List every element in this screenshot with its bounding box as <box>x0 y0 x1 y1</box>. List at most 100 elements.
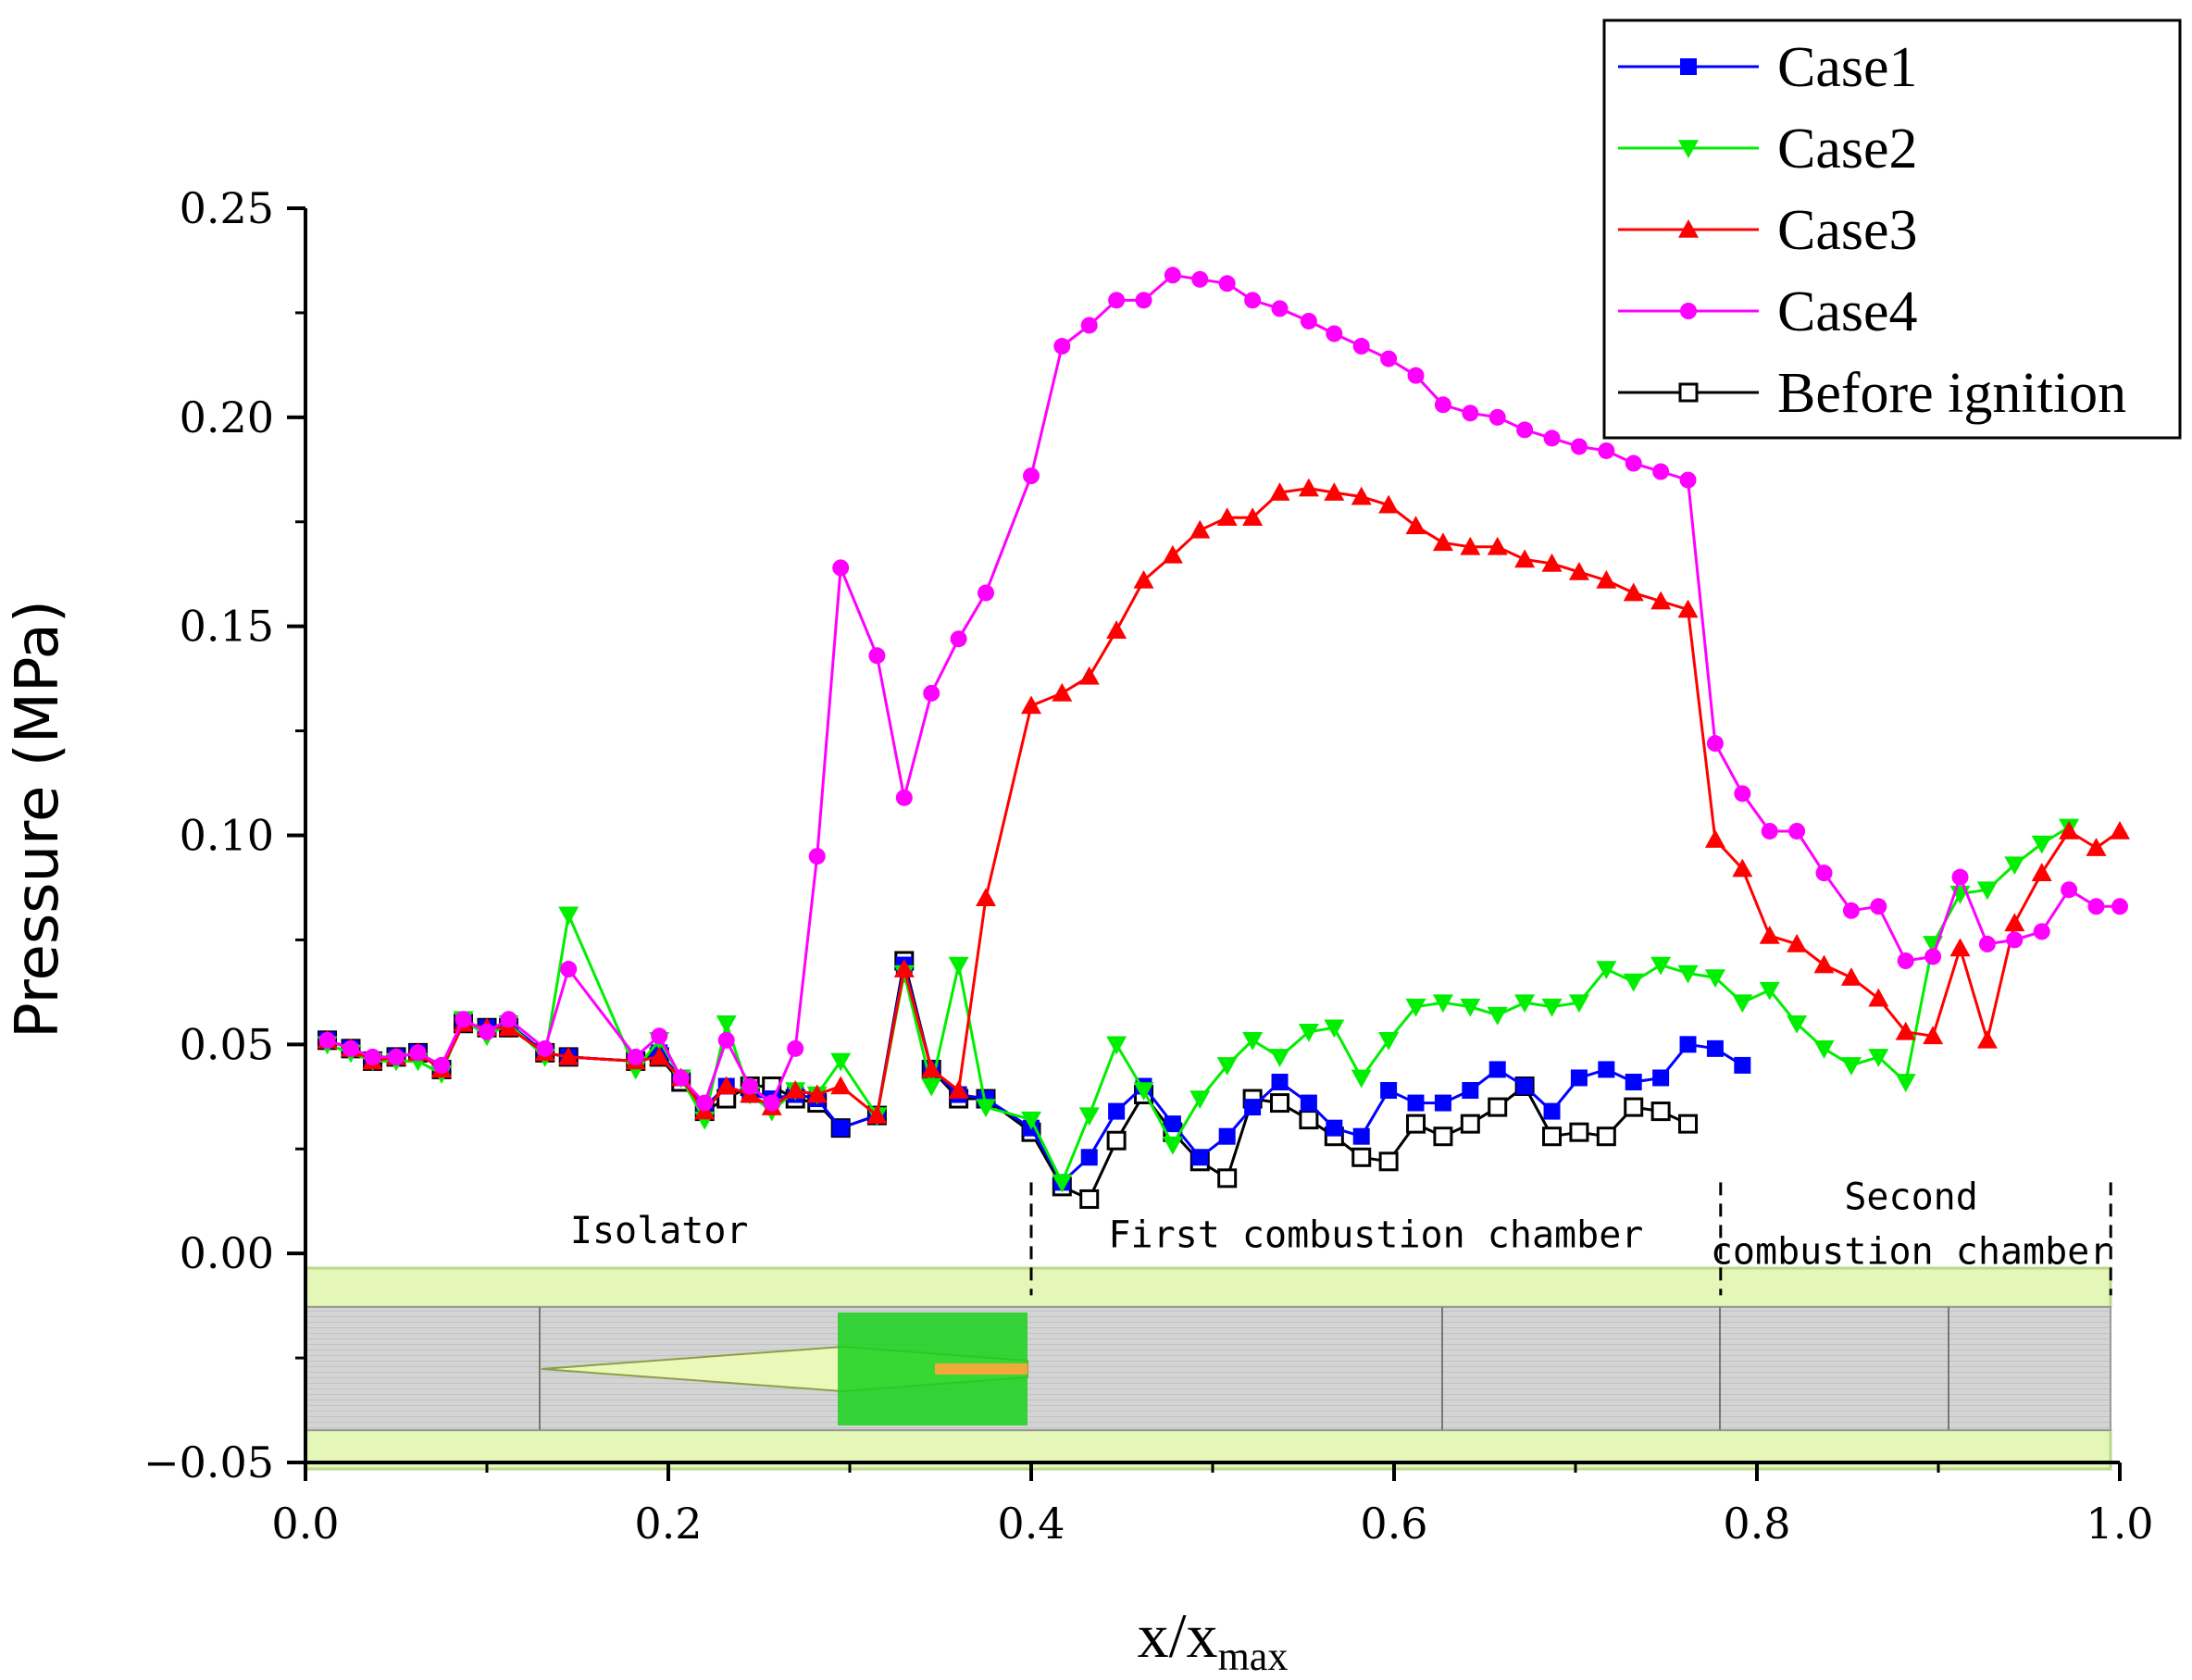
data-point-case2 <box>1704 969 1725 989</box>
data-point-case3 <box>1269 482 1290 501</box>
series-line-case3 <box>327 487 2121 1117</box>
x-axis-title: x/xmax <box>1138 1600 1289 1679</box>
x-axis-title-main: x/x <box>1138 1600 1218 1671</box>
data-point-before-ignition <box>1378 1151 1399 1172</box>
y-axis-title: Pressure (MPa) <box>4 600 72 1039</box>
legend-marker <box>1678 382 1699 403</box>
data-point-case3 <box>948 1080 969 1099</box>
data-point-case3 <box>1460 536 1481 555</box>
data-point-case1 <box>1462 1082 1479 1100</box>
data-point-case4 <box>1761 822 1778 840</box>
legend-item-case3: Case3 <box>1618 199 1918 262</box>
data-point-case4 <box>2006 931 2024 949</box>
y-ticks: −0.05 0.00 0.05 0.10 0.15 0.20 0.25 <box>143 183 305 1487</box>
series-line-case2 <box>326 826 2070 1184</box>
x-ticks: 0.0 0.2 0.4 0.6 0.8 1.0 <box>271 1462 2154 1549</box>
data-point-case3 <box>1162 544 1183 564</box>
data-point-before-ignition <box>1406 1114 1426 1134</box>
data-point-case3 <box>1949 938 1971 957</box>
data-point-case4 <box>1271 300 1289 317</box>
data-point-case1 <box>1352 1127 1370 1145</box>
data-point-case4 <box>1488 408 1506 426</box>
data-point-before-ignition <box>1624 1097 1644 1117</box>
data-point-case1 <box>1271 1073 1289 1090</box>
data-point-case4 <box>978 584 994 602</box>
data-point-case4 <box>2061 881 2078 899</box>
data-point-case4 <box>672 1069 690 1087</box>
data-point-before-ignition <box>1351 1147 1372 1167</box>
data-point-case2 <box>921 1077 942 1097</box>
y-tick-label: 0.20 <box>180 392 274 442</box>
data-point-case4 <box>1108 292 1126 309</box>
section-label: First combustion chamber <box>1108 1213 1643 1256</box>
data-point-case2 <box>1405 998 1426 1017</box>
series-before-ignition <box>318 951 1699 1209</box>
data-point-case2 <box>1787 1014 1808 1034</box>
data-point-case2 <box>2004 856 2025 876</box>
data-point-case3 <box>1596 569 1617 589</box>
data-point-case2 <box>1868 1049 1889 1067</box>
data-point-before-ignition <box>1299 1110 1319 1130</box>
data-point-case2 <box>1596 961 1617 980</box>
data-point-case2 <box>2031 835 2052 854</box>
data-point-case3 <box>1623 582 1644 602</box>
data-point-case1 <box>1108 1102 1126 1120</box>
data-point-case2 <box>1732 994 1753 1014</box>
data-point-case1 <box>1191 1149 1209 1166</box>
section-label: Isolator <box>570 1210 749 1252</box>
data-point-case2 <box>1895 1074 1916 1092</box>
data-point-case4 <box>1352 338 1370 355</box>
data-point-case4 <box>1191 270 1209 288</box>
data-point-case4 <box>1080 317 1098 334</box>
data-point-case4 <box>696 1094 714 1112</box>
legend-item-case2: Case2 <box>1618 118 1918 180</box>
series-case4 <box>318 267 2128 1112</box>
data-point-case4 <box>2087 898 2105 915</box>
data-point-before-ignition <box>1569 1122 1589 1142</box>
legend-marker <box>1678 219 1699 238</box>
data-point-case4 <box>1625 454 1642 472</box>
legend-item-case1: Case1 <box>1618 36 1918 99</box>
y-tick-label: 0.10 <box>180 811 274 861</box>
data-point-case4 <box>1407 367 1425 384</box>
schematic-outer-wall-top <box>304 1266 2112 1309</box>
data-point-case4 <box>717 1031 735 1049</box>
data-point-case2 <box>1650 956 1672 976</box>
y-tick-label: −0.05 <box>143 1437 274 1487</box>
data-point-case3 <box>1405 516 1426 535</box>
data-point-case3 <box>716 1076 737 1095</box>
data-point-case2 <box>1813 1040 1835 1059</box>
data-point-case2 <box>1759 981 1780 1001</box>
data-point-case3 <box>1923 1026 1944 1045</box>
y-tick-label: 0.25 <box>180 183 274 233</box>
data-point-case2 <box>1460 998 1481 1017</box>
data-point-case4 <box>409 1044 427 1062</box>
data-point-case4 <box>1734 785 1751 803</box>
data-point-case1 <box>1080 1149 1098 1166</box>
data-point-case4 <box>868 647 886 665</box>
series-case1 <box>318 956 1751 1191</box>
data-point-case1 <box>1244 1099 1262 1116</box>
data-point-before-ignition <box>1650 1101 1671 1122</box>
legend-marker <box>1680 58 1697 75</box>
legend-label: Case2 <box>1777 118 1918 180</box>
data-point-case1 <box>832 1119 850 1137</box>
data-point-case4 <box>1135 292 1152 309</box>
data-point-before-ignition <box>1270 1093 1290 1114</box>
data-point-case3 <box>1021 695 1041 715</box>
data-point-case4 <box>1434 396 1451 414</box>
legend-label: Case1 <box>1777 36 1918 99</box>
data-point-case1 <box>1598 1061 1615 1078</box>
data-point-case3 <box>976 888 996 907</box>
legend: Case1 Case2 Case3 Case4 Before ignition <box>1602 19 2182 440</box>
data-point-case2 <box>1162 1136 1183 1155</box>
legend-label: Before ignition <box>1777 362 2126 425</box>
data-point-case1 <box>1326 1119 1343 1137</box>
data-point-case1 <box>1734 1056 1751 1074</box>
data-point-case2 <box>1324 1019 1345 1039</box>
data-point-case4 <box>1652 463 1670 480</box>
data-point-case4 <box>1300 312 1317 330</box>
data-point-case1 <box>1407 1094 1425 1112</box>
data-point-before-ignition <box>1596 1126 1616 1147</box>
